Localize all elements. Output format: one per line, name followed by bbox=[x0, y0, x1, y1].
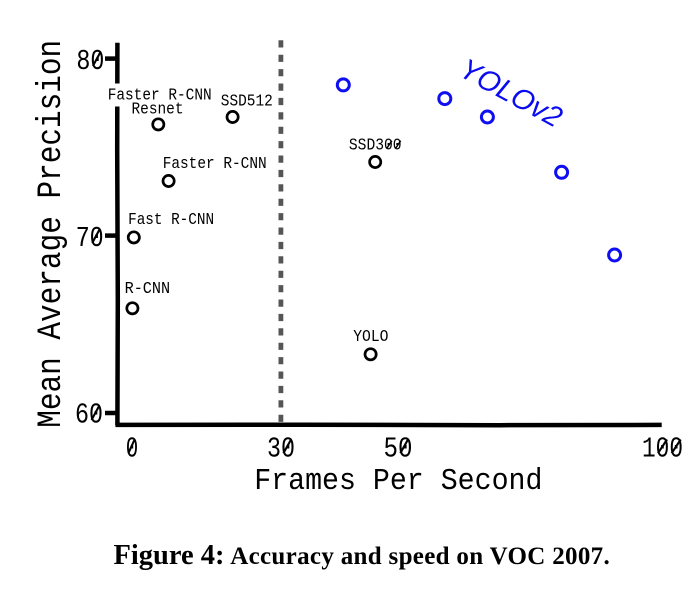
svg-text:R-CNN: R-CNN bbox=[125, 279, 171, 298]
svg-text:80: 80 bbox=[76, 45, 104, 78]
svg-text:YOLO: YOLO bbox=[353, 327, 388, 346]
svg-text:Fast R-CNN: Fast R-CNN bbox=[128, 210, 214, 229]
svg-text:Mean Average Precision: Mean Average Precision bbox=[33, 40, 71, 428]
svg-text:Accuracy and speed on VOC 2007: Accuracy and speed on VOC 2007. bbox=[230, 543, 610, 570]
svg-text:0: 0 bbox=[126, 432, 139, 465]
svg-text:50: 50 bbox=[384, 432, 413, 465]
svg-text:Figure 4:: Figure 4: bbox=[114, 540, 225, 571]
svg-text:Frames Per Second: Frames Per Second bbox=[254, 464, 542, 499]
svg-text:70: 70 bbox=[76, 222, 104, 255]
svg-text:SSD300: SSD300 bbox=[349, 135, 402, 154]
svg-text:SSD512: SSD512 bbox=[221, 91, 273, 110]
svg-text:Faster R-CNN: Faster R-CNN bbox=[108, 85, 212, 104]
svg-text:Resnet: Resnet bbox=[132, 99, 184, 118]
svg-text:100: 100 bbox=[642, 432, 683, 465]
svg-text:Faster R-CNN: Faster R-CNN bbox=[163, 154, 267, 173]
svg-text:30: 30 bbox=[267, 432, 295, 465]
svg-text:60: 60 bbox=[75, 399, 103, 432]
